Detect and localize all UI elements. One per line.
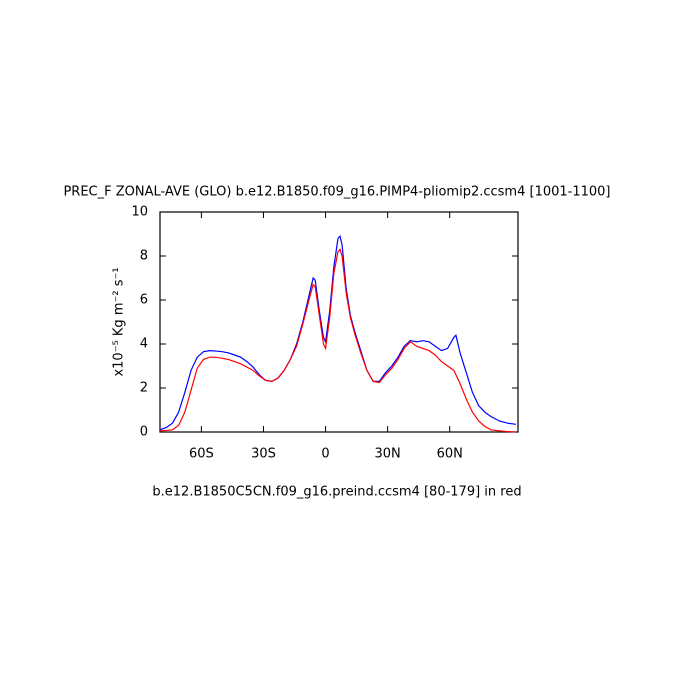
x-tick-label: 0 bbox=[321, 447, 329, 462]
y-tick-label: 10 bbox=[131, 205, 148, 220]
y-tick-label: 6 bbox=[140, 293, 148, 308]
note: b.e12.B1850C5CN.f09_g16.preind.ccsm4 [80… bbox=[152, 485, 521, 500]
y-tick-label: 4 bbox=[140, 337, 148, 352]
data-line bbox=[159, 248, 516, 433]
x-tick-label: 30N bbox=[374, 447, 400, 462]
y-tick-label: 0 bbox=[140, 425, 148, 440]
plot-frame bbox=[159, 211, 519, 433]
x-tick-label: 60S bbox=[189, 447, 214, 462]
x-tick-label: 30S bbox=[251, 447, 276, 462]
data-line bbox=[159, 234, 517, 431]
chart-title: PREC_F ZONAL-AVE (GLO) b.e12.B1850.f09_g… bbox=[63, 185, 610, 200]
x-tick-label: 60N bbox=[437, 447, 463, 462]
y-tick-label: 2 bbox=[140, 381, 148, 396]
y-tick-label: 8 bbox=[140, 249, 148, 264]
y-axis-label: x10⁻⁵ Kg m⁻² s⁻¹ bbox=[112, 267, 127, 376]
